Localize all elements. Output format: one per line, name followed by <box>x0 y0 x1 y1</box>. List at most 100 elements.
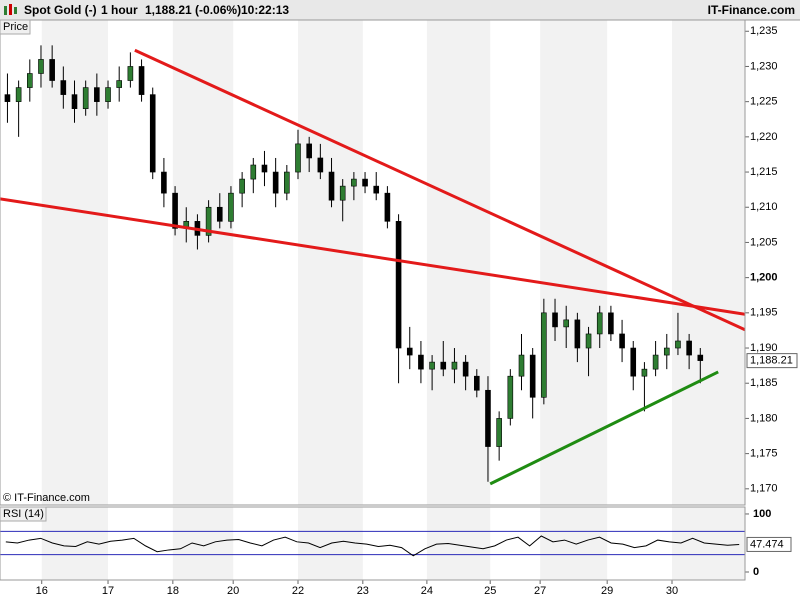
y-tick-label: 1,175 <box>750 448 778 460</box>
candle-body <box>4 94 11 102</box>
rsi-panel-border <box>0 506 746 581</box>
candle-body <box>306 143 312 159</box>
credit: © IT-Finance.com <box>3 492 90 504</box>
candle-body <box>284 171 290 194</box>
y-tick-label: 1,220 <box>750 131 778 143</box>
time: 10:22:13 <box>241 3 289 17</box>
candle-body <box>26 73 33 88</box>
candle-body <box>686 340 692 356</box>
y-tick-label: 1,170 <box>750 483 778 495</box>
x-tick-label: 30 <box>666 585 678 597</box>
candle-body <box>496 418 502 447</box>
candle-body <box>328 171 335 201</box>
candle-body <box>563 319 570 328</box>
candle-body <box>485 389 491 447</box>
candle-body <box>138 66 145 95</box>
candle-body <box>362 178 368 187</box>
candle-body <box>429 361 435 370</box>
candle-body <box>239 178 245 194</box>
rsi-line <box>5 535 740 557</box>
candle-body <box>105 87 111 102</box>
candle-body <box>272 171 279 194</box>
candle-body <box>619 333 625 349</box>
candle-body <box>49 59 55 81</box>
candle-body <box>529 354 536 398</box>
candle-body <box>406 347 413 356</box>
x-tick-label: 16 <box>36 585 48 597</box>
candle-body <box>172 192 178 229</box>
candle-body <box>507 375 514 419</box>
candle-body <box>574 319 581 349</box>
candle-body <box>295 143 301 173</box>
candle-body <box>351 178 357 187</box>
candle-body <box>518 354 525 377</box>
y-tick-label: 1,185 <box>750 377 778 389</box>
current-rsi-box <box>746 536 792 552</box>
x-tick-label: 25 <box>484 585 496 597</box>
candle-body <box>630 347 637 377</box>
day-band <box>426 507 491 580</box>
candle-body <box>608 312 614 335</box>
y-tick-label: 1,200 <box>750 272 778 284</box>
candle-body <box>675 340 681 349</box>
y-tick-label: 1,230 <box>750 60 778 72</box>
candle-body <box>552 312 558 328</box>
x-tick-label: 18 <box>167 585 179 597</box>
y-tick-label: 1,205 <box>750 236 778 248</box>
candle-body <box>82 87 89 109</box>
trend-line <box>134 48 745 332</box>
candle-body <box>652 354 659 370</box>
y-tick-label: 1,225 <box>750 96 778 108</box>
rsi-title: RSI (14) <box>3 508 44 520</box>
candle-body <box>585 333 592 349</box>
candle-body <box>541 312 547 398</box>
candle-body <box>205 206 212 236</box>
candle-body <box>15 87 22 102</box>
y-tick-label: 1,190 <box>750 342 778 354</box>
header-icon <box>4 4 17 15</box>
candle-body <box>339 185 346 201</box>
candle-body <box>250 164 257 180</box>
x-tick-label: 22 <box>292 585 304 597</box>
candle-body <box>373 185 380 194</box>
rsi-tick-label: 100 <box>753 508 771 520</box>
day-band <box>172 20 234 505</box>
candle-body <box>384 192 391 222</box>
x-tick-label: 23 <box>357 585 369 597</box>
candle-body <box>697 354 704 361</box>
current-price-label: 1,188.21 <box>750 355 793 367</box>
candle-body <box>60 80 67 95</box>
x-tick-label: 27 <box>534 585 546 597</box>
x-tick-label: 17 <box>102 585 114 597</box>
candle-body <box>228 192 234 222</box>
candle-body <box>462 361 469 377</box>
candle-body <box>317 157 324 173</box>
candle-body <box>395 221 402 349</box>
interval: 1 hour <box>101 3 138 17</box>
candle-body <box>71 94 78 109</box>
header-bar <box>0 0 800 20</box>
y-tick-label: 1,215 <box>750 166 778 178</box>
trend-line <box>0 197 745 316</box>
price-label-box <box>0 19 31 35</box>
quote: 1,188.21 (-0.06%) <box>145 3 241 17</box>
y-tick-label: 1,210 <box>750 201 778 213</box>
instrument: Spot Gold (-) <box>24 3 97 17</box>
candle-body <box>161 171 167 194</box>
y-tick-label: 1,180 <box>750 412 778 424</box>
candle-body <box>451 361 458 370</box>
candle-body <box>94 87 100 102</box>
candle-body <box>127 66 134 81</box>
day-band <box>426 20 491 505</box>
brand: IT-Finance.com <box>708 3 795 17</box>
rsi-label-box <box>0 506 47 522</box>
candle-body <box>216 206 223 222</box>
day-band <box>671 20 745 505</box>
day-band <box>172 507 234 580</box>
y-tick-label: 1,235 <box>750 25 778 37</box>
candle-body <box>473 375 480 391</box>
rsi-tick-label: 0 <box>753 566 759 578</box>
y-tick-label: 1,195 <box>750 307 778 319</box>
